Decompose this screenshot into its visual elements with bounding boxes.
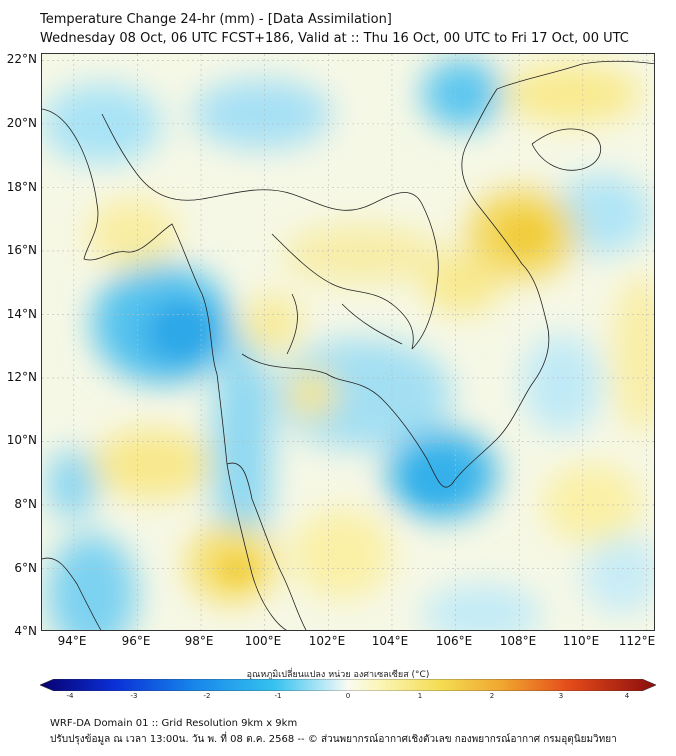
map-subtitle: Wednesday 08 Oct, 06 UTC FCST+186, Valid… (40, 31, 629, 46)
lon-tick-label: 110°E (562, 634, 600, 648)
footer-model-info: WRF-DA Domain 01 :: Grid Resolution 9km … (50, 718, 298, 729)
lon-tick-label: 102°E (308, 634, 346, 648)
lat-tick-label: 22°N (6, 52, 37, 66)
lat-tick-label: 4°N (14, 624, 37, 638)
lon-tick-label: 98°E (184, 634, 214, 648)
temperature-anomaly-field (42, 59, 654, 630)
colorbar-tick: 1 (417, 692, 423, 700)
lon-tick-label: 106°E (435, 634, 473, 648)
graticule (42, 54, 654, 630)
temperature-change-map (42, 54, 654, 630)
colorbar-tick: -2 (203, 692, 211, 700)
lon-tick-label: 104°E (371, 634, 409, 648)
lat-tick-label: 12°N (6, 370, 37, 384)
lat-tick-label: 20°N (6, 116, 37, 130)
colorbar-label: อุณหภูมิเปลี่ยนแปลง หน่วย องศาเซลเซียส (… (246, 670, 430, 680)
colorbar-tick: 0 (345, 692, 351, 700)
coastlines (42, 60, 654, 630)
colorbar-tick: -4 (66, 692, 74, 700)
footer-credit: ปรับปรุงข้อมูล ณ เวลา 13:00น. วัน พ. ที่… (50, 734, 617, 745)
lat-tick-label: 14°N (6, 307, 37, 321)
colorbar-tick: 2 (489, 692, 495, 700)
colorbar-tick: 3 (558, 692, 564, 700)
lon-tick-label: 96°E (121, 634, 151, 648)
lon-tick-label: 108°E (499, 634, 537, 648)
lon-tick-label: 94°E (57, 634, 87, 648)
lat-tick-label: 18°N (6, 180, 37, 194)
map-title: Temperature Change 24-hr (mm) - [Data As… (40, 12, 392, 27)
colorbar-tick: -1 (274, 692, 282, 700)
lat-tick-label: 6°N (14, 561, 37, 575)
colorbar-tick: -3 (130, 692, 138, 700)
map-panel[interactable] (41, 53, 655, 631)
colorbar-tick: 4 (624, 692, 630, 700)
colorbar (40, 679, 656, 691)
lon-tick-label: 100°E (244, 634, 282, 648)
lat-tick-label: 10°N (6, 433, 37, 447)
lat-tick-label: 16°N (6, 243, 37, 257)
lon-tick-label: 112°E (618, 634, 656, 648)
lat-tick-label: 8°N (14, 497, 37, 511)
